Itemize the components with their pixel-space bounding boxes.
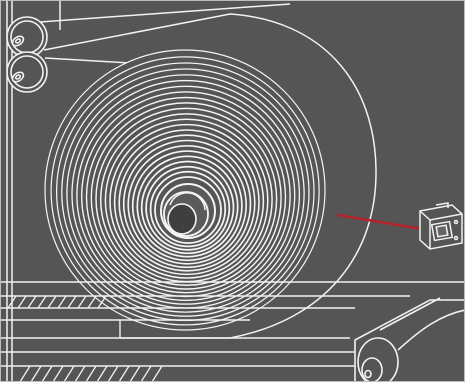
conveyor-slats-lower <box>19 365 163 382</box>
roll-ring <box>140 160 235 255</box>
roll-ring <box>66 74 305 313</box>
conveyor-slat <box>67 295 77 309</box>
roll-ring <box>118 134 256 272</box>
roll-hub <box>160 183 216 239</box>
conveyor-slat <box>118 365 130 382</box>
conveyor-slat <box>17 295 27 309</box>
upper-guide-roller <box>6 16 48 58</box>
conveyor-slat <box>129 365 141 382</box>
conveyor-slats <box>7 295 107 309</box>
conveyor-slat <box>19 365 31 382</box>
roll-ring <box>149 170 227 248</box>
roll-ring <box>99 113 273 287</box>
distance-sensor <box>419 202 463 250</box>
roll-ring <box>90 102 282 294</box>
conveyor-slat <box>30 365 42 382</box>
conveyor-slat <box>85 365 97 382</box>
roll-ring <box>50 56 320 326</box>
conveyor-slat <box>41 365 53 382</box>
conveyor-slat <box>107 365 119 382</box>
conveyor-slat <box>140 365 152 382</box>
conveyor-slat <box>57 295 67 309</box>
conveyor-slat <box>151 365 163 382</box>
roll-ring <box>61 68 310 317</box>
roll-ring <box>154 176 222 244</box>
conveyor-slat <box>74 365 86 382</box>
conveyor-slat <box>63 365 75 382</box>
conveyor-slat <box>97 295 107 309</box>
conveyor-table <box>0 281 465 367</box>
conveyor-slat <box>52 365 64 382</box>
lower-right-roller <box>354 297 465 382</box>
conveyor-slat <box>77 295 87 309</box>
roll-ring <box>145 165 231 251</box>
conveyor-slat <box>27 295 37 309</box>
roll-ring <box>127 144 248 265</box>
conveyor-slat <box>87 295 97 309</box>
conveyor-slat <box>7 295 17 309</box>
conveyor-slat <box>37 295 47 309</box>
roll-ring <box>81 91 291 301</box>
roll-ring <box>109 123 265 279</box>
roll-ring <box>122 139 252 269</box>
lower-guide-roller <box>6 51 48 93</box>
conveyor-slat <box>47 295 57 309</box>
sensor-beam <box>337 213 429 232</box>
roll-ring <box>113 129 260 276</box>
roll-ring <box>131 150 243 262</box>
roll-ring <box>95 107 278 290</box>
roll-ring <box>136 155 239 258</box>
roll-ring <box>76 85 296 305</box>
conveyor-slat <box>96 365 108 382</box>
